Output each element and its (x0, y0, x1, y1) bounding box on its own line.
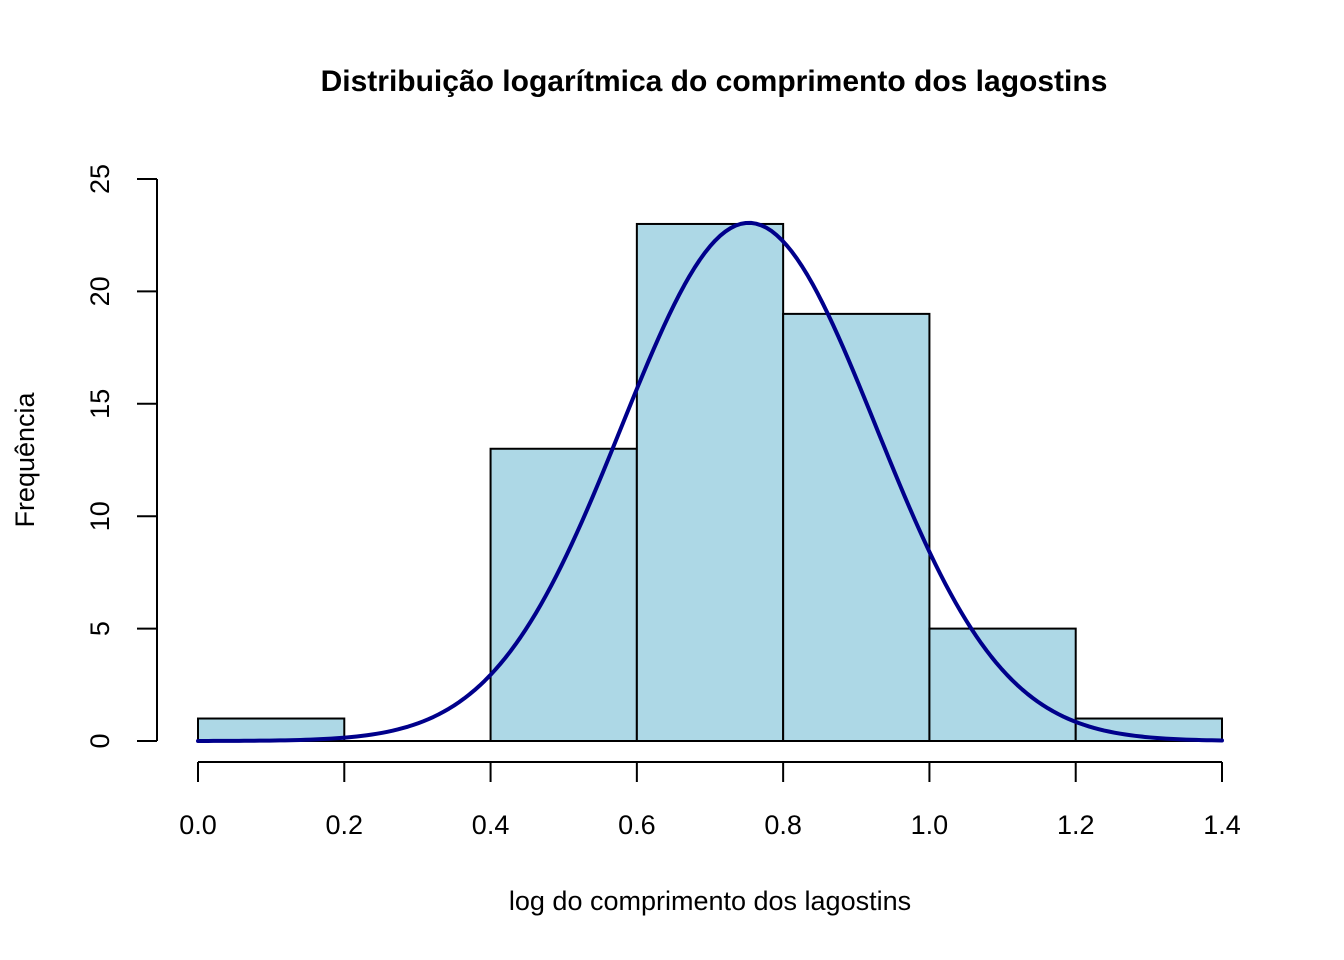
y-tick-label: 15 (85, 389, 115, 419)
x-tick-label: 0.4 (472, 810, 510, 840)
histogram-bar (489, 447, 638, 742)
density-curve-layer (196, 220, 1224, 743)
x-tick-label: 1.0 (911, 810, 949, 840)
x-tick-label: 0.2 (326, 810, 364, 840)
y-tick-label: 0 (85, 733, 115, 748)
x-axis: 0.0 0.2 0.4 0.6 0.8 1.0 1.2 1.4 (179, 761, 1241, 840)
histogram-bar (928, 627, 1077, 742)
x-tick-label: 1.4 (1203, 810, 1241, 840)
y-axis: 0 5 10 15 20 25 (85, 164, 158, 749)
x-tick-label: 0.0 (179, 810, 217, 840)
y-tick-label: 5 (85, 621, 115, 636)
y-tick-label: 25 (85, 164, 115, 194)
y-axis-label: Frequência (10, 391, 40, 527)
y-tick-label: 10 (85, 501, 115, 531)
histogram-bar (782, 312, 931, 742)
x-tick-label: 0.8 (764, 810, 802, 840)
x-axis-label: log do comprimento dos lagostins (509, 886, 911, 916)
chart-title: Distribuição logarítmica do comprimento … (321, 65, 1108, 98)
x-tick-label: 1.2 (1057, 810, 1095, 840)
y-tick-label: 20 (85, 276, 115, 306)
density-curve-line (196, 220, 1224, 743)
x-tick-label: 0.6 (618, 810, 656, 840)
histogram-bar (635, 222, 785, 742)
bars-layer (197, 222, 1223, 743)
